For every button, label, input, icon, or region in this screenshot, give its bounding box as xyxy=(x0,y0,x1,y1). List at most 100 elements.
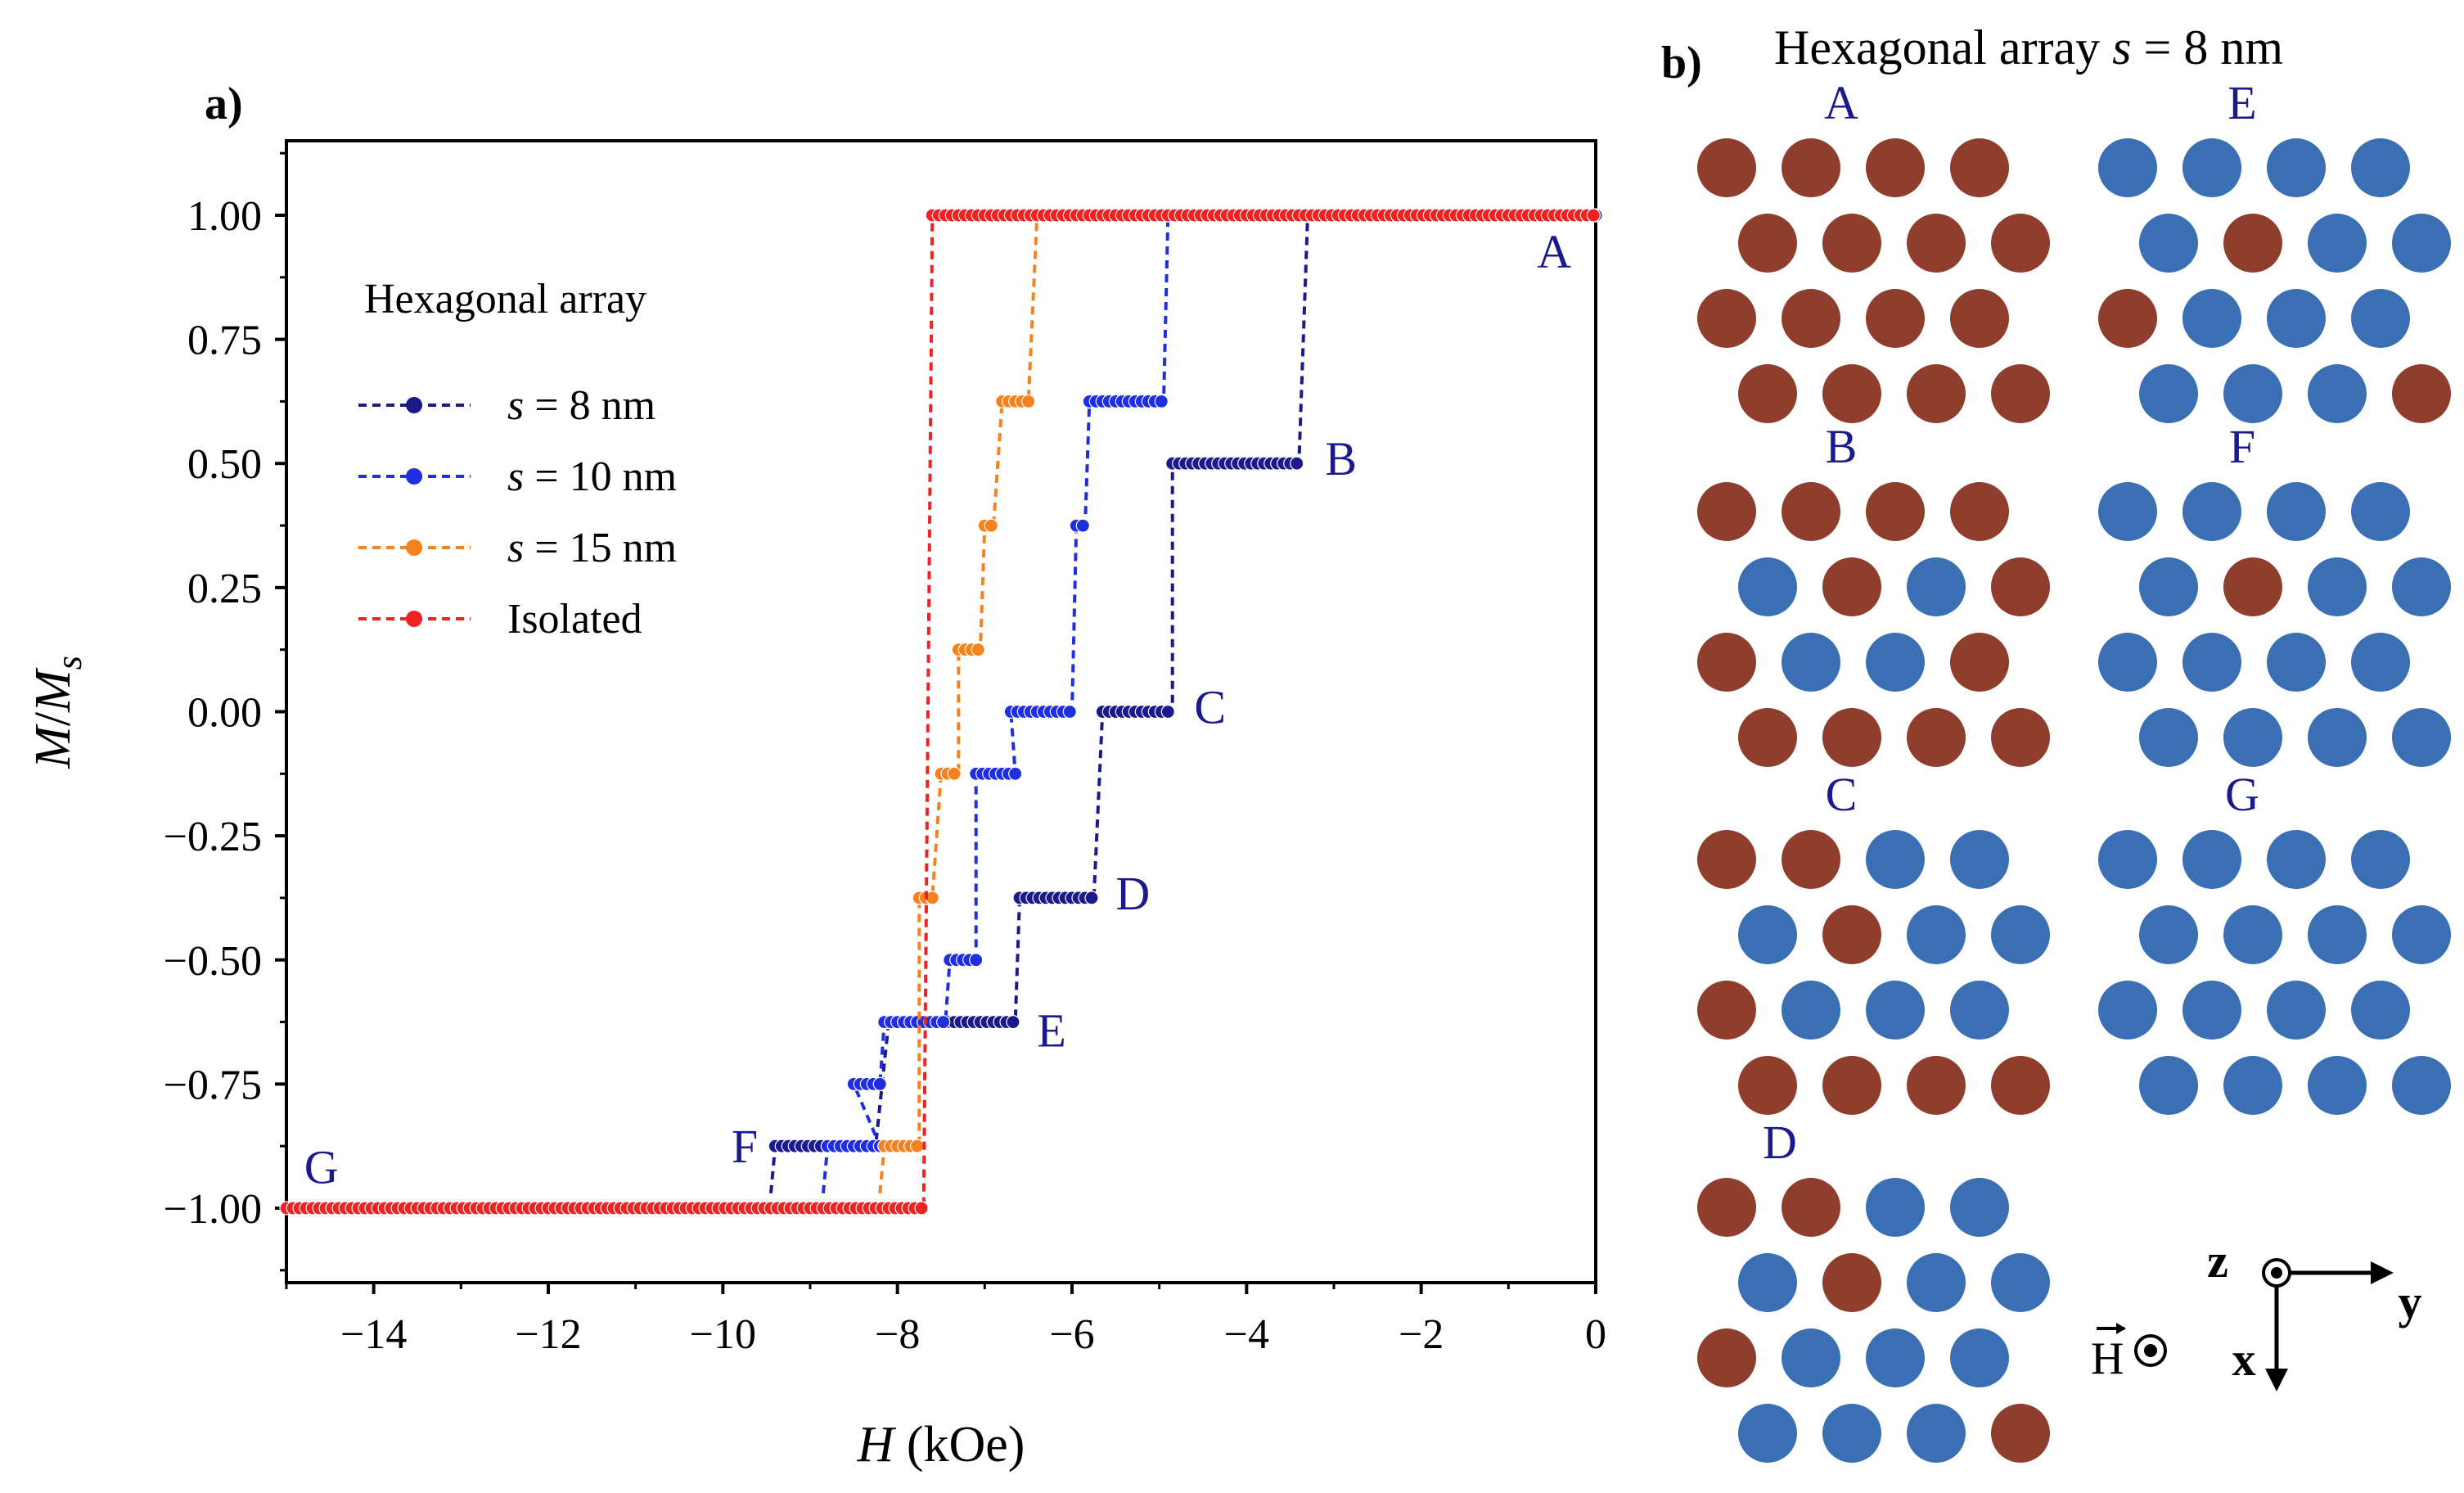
spin-up-particle xyxy=(2223,557,2282,616)
spin-panel-A: A xyxy=(1697,76,2050,423)
y-tick-label: −0.75 xyxy=(164,1062,262,1108)
spin-up-particle xyxy=(1907,364,1966,423)
spin-up-particle xyxy=(1782,138,1840,197)
spin-panel-B: B xyxy=(1697,420,2050,767)
y-tick-label: 0.00 xyxy=(187,690,262,737)
annotation-D: D xyxy=(1115,867,1150,920)
spin-down-particle xyxy=(2182,830,2241,889)
y-tick-label: 0.50 xyxy=(187,441,262,488)
spin-down-particle xyxy=(2351,289,2410,348)
data-point xyxy=(1062,704,1077,719)
spin-up-particle xyxy=(1991,364,2050,423)
spin-down-particle xyxy=(2351,482,2410,541)
legend-label: s = 10 nm xyxy=(507,453,677,500)
data-point xyxy=(1008,766,1023,781)
spin-down-particle xyxy=(2351,633,2410,692)
spin-up-particle xyxy=(1738,1056,1797,1115)
spin-down-particle xyxy=(2182,289,2241,348)
spin-down-particle xyxy=(2392,214,2451,273)
spin-down-particle xyxy=(1738,1404,1797,1463)
x-tick-label: −12 xyxy=(515,1311,581,1358)
spin-down-particle xyxy=(2223,1056,2282,1115)
spin-down-particle xyxy=(2139,364,2198,423)
x-tick-label: −10 xyxy=(690,1311,756,1358)
spin-down-particle xyxy=(2392,557,2451,616)
legend-swatch-marker xyxy=(406,611,422,627)
spin-up-particle xyxy=(1822,708,1881,767)
z-axis-label: z xyxy=(2207,1234,2228,1288)
series-3 xyxy=(279,208,1601,1216)
spin-panel-label: A xyxy=(1824,76,1858,129)
series-layer xyxy=(279,208,1603,1216)
data-point xyxy=(1154,394,1169,408)
legend-swatch-marker xyxy=(406,397,422,413)
panel-a-hysteresis-chart: a) 1.00 0.75 0.50 0.25 0.00 −0.25 −0.50 −0.75 −1… xyxy=(25,79,1606,1473)
annotation-A: A xyxy=(1537,225,1571,278)
panel-b-spin-configurations: b) Hexagonal array s = 8 nm A E B F C G D H z … xyxy=(1661,20,2451,1463)
x-direction-label: x xyxy=(2232,1333,2256,1386)
spin-down-particle xyxy=(2098,981,2157,1040)
y-tick-label: −0.50 xyxy=(164,938,262,985)
spin-down-particle xyxy=(2308,905,2367,964)
spin-up-particle xyxy=(1950,138,2009,197)
spin-up-particle xyxy=(1950,482,2009,541)
spin-down-particle xyxy=(2182,633,2241,692)
spin-down-particle xyxy=(1822,1404,1881,1463)
series-0 xyxy=(768,208,1603,1193)
series-line xyxy=(286,214,1596,1210)
legend-swatch-marker xyxy=(406,539,422,556)
x-tick-label: 0 xyxy=(1585,1311,1606,1358)
spin-up-particle xyxy=(1782,1178,1840,1237)
data-point xyxy=(984,518,998,533)
spin-up-particle xyxy=(1991,1056,2050,1115)
data-point xyxy=(910,1139,925,1153)
spin-down-particle xyxy=(1738,1253,1797,1312)
spin-up-particle xyxy=(2392,364,2451,423)
spin-up-particle xyxy=(1697,482,1756,541)
spin-down-particle xyxy=(2267,633,2326,692)
axes-legend: H z y x xyxy=(2091,1234,2422,1392)
panel-b-label: b) xyxy=(1661,38,1702,88)
data-point xyxy=(872,1076,887,1092)
data-point xyxy=(1084,891,1099,905)
data-point xyxy=(914,1201,929,1216)
spin-down-particle xyxy=(1991,1253,2050,1312)
y-tick-label: 1.00 xyxy=(187,193,262,240)
spin-panel-label: C xyxy=(1826,768,1858,821)
data-point xyxy=(947,766,962,781)
spin-up-particle xyxy=(1822,1056,1881,1115)
spin-up-particle xyxy=(1738,364,1797,423)
y-axis-label: M/Ms xyxy=(25,656,89,769)
legend-item: s = 8 nm xyxy=(358,382,655,429)
spin-panel-D: D xyxy=(1697,1116,2050,1463)
spin-up-particle xyxy=(1822,905,1881,964)
spin-down-particle xyxy=(2267,289,2326,348)
y-direction-label: y xyxy=(2399,1275,2422,1328)
x-axis-label: H (kOe) xyxy=(857,1417,1025,1473)
spin-down-particle xyxy=(1950,1328,2009,1387)
spin-up-particle xyxy=(1991,1404,2050,1463)
spin-panel-label: G xyxy=(2225,768,2259,821)
legend-swatch-marker xyxy=(406,468,422,485)
spin-down-particle xyxy=(1866,1178,1925,1237)
spin-down-particle xyxy=(1907,557,1966,616)
spin-panel-label: F xyxy=(2229,420,2255,473)
legend-label: Isolated xyxy=(507,596,642,643)
spin-down-particle xyxy=(2267,981,2326,1040)
spin-down-particle xyxy=(2351,138,2410,197)
data-point xyxy=(971,643,985,657)
spin-up-particle xyxy=(1782,830,1840,889)
field-label: H xyxy=(2091,1333,2124,1384)
spin-up-particle xyxy=(1738,214,1797,273)
spin-down-particle xyxy=(1907,905,1966,964)
spin-up-particle xyxy=(1991,708,2050,767)
annotation-C: C xyxy=(1194,681,1226,734)
spin-up-particle xyxy=(1738,708,1797,767)
field-out-of-plane-icon xyxy=(2134,1334,2167,1367)
spin-down-particle xyxy=(2308,557,2367,616)
spin-down-particle xyxy=(1950,1178,2009,1237)
spin-panel-F: F xyxy=(2098,420,2451,767)
spin-down-particle xyxy=(1782,1328,1840,1387)
spin-up-particle xyxy=(1907,1056,1966,1115)
spin-up-particle xyxy=(1782,482,1840,541)
